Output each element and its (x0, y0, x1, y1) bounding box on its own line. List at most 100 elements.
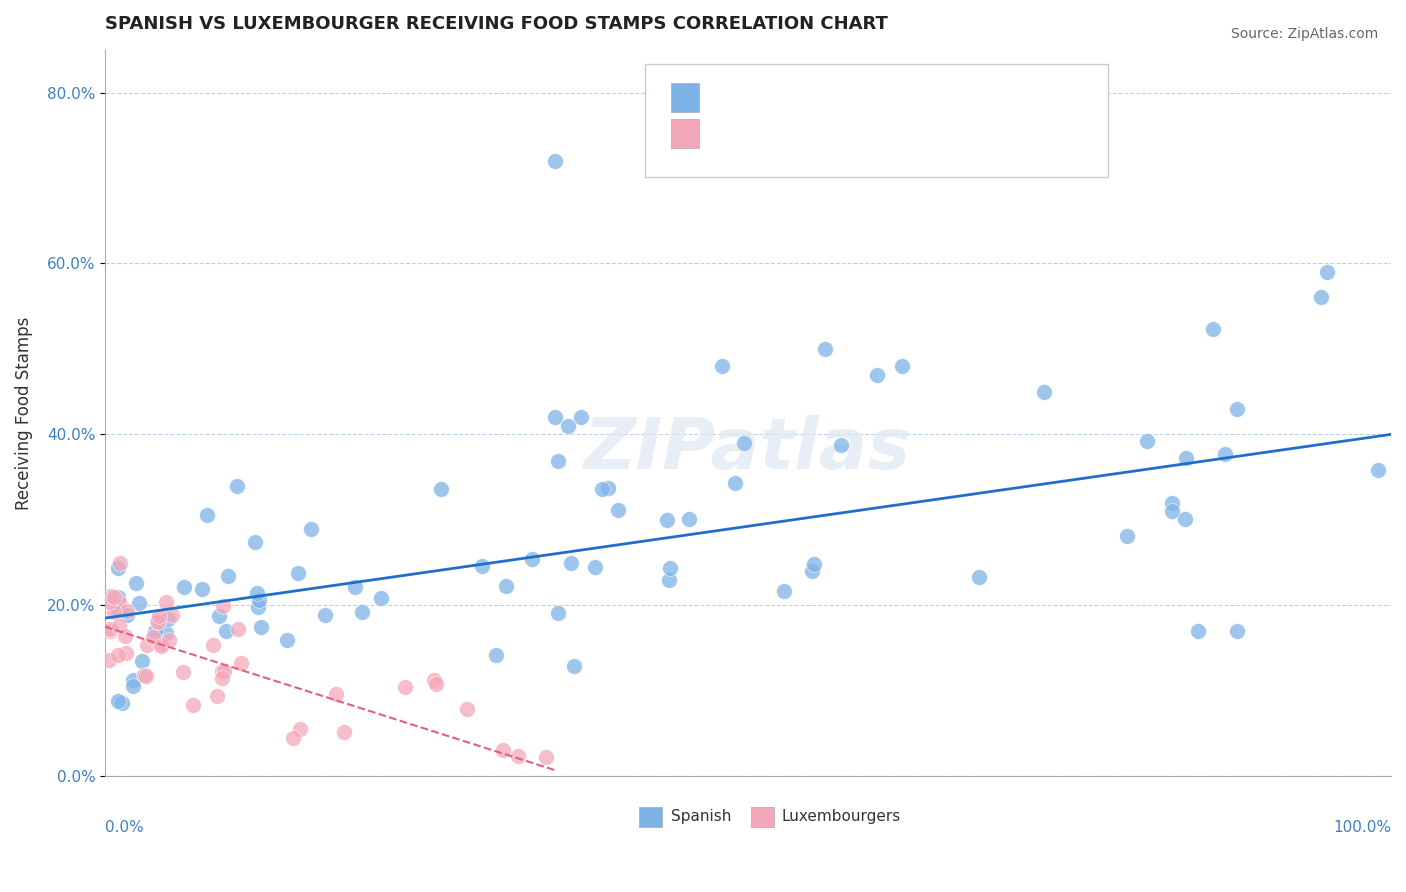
Point (1187, 624, 1209, 638)
Point (394, 680, 416, 694)
Point (107, 560, 129, 574)
Text: Luxembourgers: Luxembourgers (782, 809, 901, 823)
Point (544, 153, 567, 168)
Point (287, 566, 309, 580)
Point (678, 512, 700, 526)
Point (1175, 450, 1198, 465)
Point (281, 731, 304, 746)
Point (155, 626, 177, 640)
Point (733, 436, 755, 450)
Point (215, 624, 238, 638)
Point (207, 689, 229, 703)
Point (98, 622, 121, 636)
FancyBboxPatch shape (751, 806, 773, 827)
Point (181, 698, 204, 713)
Point (772, 584, 794, 599)
Point (132, 668, 155, 682)
Point (246, 600, 269, 615)
Text: R =  0.373   N = 80: R = 0.373 N = 80 (710, 87, 872, 104)
Text: Spanish: Spanish (671, 809, 731, 823)
Point (208, 608, 231, 623)
Point (711, 359, 734, 373)
Point (150, 639, 173, 653)
Point (1226, 624, 1249, 638)
Point (247, 593, 270, 607)
Point (107, 694, 129, 708)
Point (534, 750, 557, 764)
Point (560, 556, 582, 570)
Point (243, 535, 266, 549)
Point (506, 748, 529, 763)
Point (145, 614, 167, 628)
Point (155, 595, 177, 609)
Point (122, 673, 145, 688)
Point (562, 659, 585, 673)
Point (98, 653, 121, 667)
Point (149, 637, 172, 651)
Point (724, 476, 747, 491)
Point (157, 632, 180, 647)
Point (520, 552, 543, 566)
Point (111, 696, 134, 710)
Point (492, 742, 515, 756)
Point (471, 558, 494, 573)
Point (148, 609, 170, 624)
FancyBboxPatch shape (671, 119, 699, 148)
Point (801, 565, 824, 579)
Point (866, 368, 889, 382)
Point (212, 664, 235, 678)
Text: ZIPatlas: ZIPatlas (585, 415, 911, 483)
Point (1174, 512, 1197, 526)
Point (1367, 463, 1389, 477)
Point (211, 664, 233, 678)
Point (108, 595, 131, 609)
Text: R = -0.362   N = 47: R = -0.362 N = 47 (710, 123, 873, 141)
Point (108, 619, 131, 633)
Point (125, 576, 148, 591)
Point (226, 623, 249, 637)
Point (250, 620, 273, 634)
Text: SPANISH VS LUXEMBOURGER RECEIVING FOOD STAMPS CORRELATION CHART: SPANISH VS LUXEMBOURGER RECEIVING FOOD S… (105, 15, 889, 33)
Text: 0.0%: 0.0% (105, 820, 143, 835)
Point (103, 590, 125, 604)
Point (325, 687, 347, 701)
Point (814, 342, 837, 356)
Point (830, 437, 852, 451)
Point (160, 608, 183, 623)
Point (969, 570, 991, 584)
FancyBboxPatch shape (671, 83, 699, 112)
Point (1116, 528, 1139, 542)
Point (456, 702, 478, 716)
Point (114, 629, 136, 643)
Text: Source: ZipAtlas.com: Source: ZipAtlas.com (1230, 27, 1378, 41)
Point (98, 595, 121, 609)
Point (343, 580, 366, 594)
Point (217, 569, 239, 583)
Point (173, 580, 195, 594)
Point (135, 638, 157, 652)
Point (172, 665, 194, 679)
Point (583, 560, 606, 574)
Point (658, 573, 681, 587)
Point (98, 624, 121, 638)
Point (229, 657, 252, 671)
Point (425, 677, 447, 691)
Point (598, 481, 620, 495)
Point (115, 604, 138, 618)
Point (131, 654, 153, 668)
Point (495, 579, 517, 593)
Point (1202, 322, 1225, 336)
Point (107, 603, 129, 617)
Point (606, 502, 628, 516)
Point (226, 479, 249, 493)
Point (288, 722, 311, 736)
Point (107, 648, 129, 663)
Point (1136, 434, 1159, 448)
Point (547, 454, 569, 468)
Point (1213, 447, 1236, 461)
Point (1161, 504, 1184, 518)
Point (591, 482, 613, 496)
Point (557, 418, 579, 433)
Point (156, 612, 179, 626)
Point (544, 410, 567, 425)
